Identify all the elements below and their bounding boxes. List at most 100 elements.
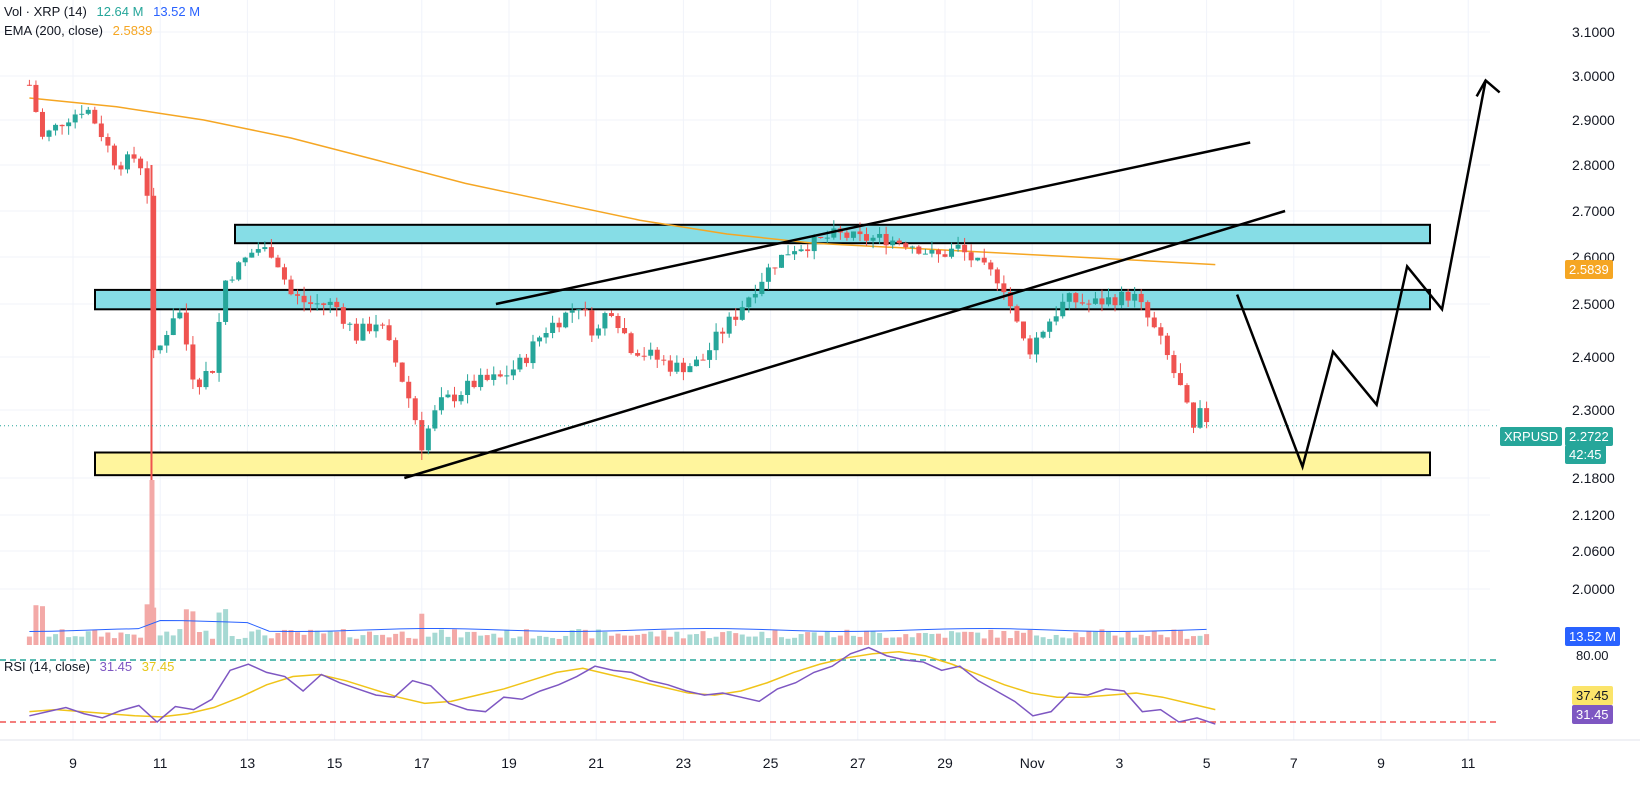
volume-bar <box>85 631 91 645</box>
volume-bar <box>608 635 614 645</box>
volume-bar <box>26 636 32 645</box>
candle-body <box>622 328 628 334</box>
volume-bar <box>569 630 575 645</box>
volume-bar <box>510 638 516 645</box>
volume-bar <box>72 636 78 645</box>
y-tick-label: 2.5000 <box>1572 296 1615 312</box>
candle-body <box>962 244 968 253</box>
x-tick-label: 27 <box>850 755 866 771</box>
candle-body <box>229 279 235 281</box>
candle-body <box>438 397 444 411</box>
candle-body <box>550 322 556 334</box>
volume-bar <box>1066 638 1072 645</box>
volume-bar <box>746 636 752 645</box>
volume-bar <box>321 633 327 645</box>
volume-ma-line <box>29 619 1207 632</box>
volume-bar <box>615 633 621 645</box>
volume-bar <box>667 636 673 645</box>
volume-bar <box>92 629 98 645</box>
candle-body <box>366 323 372 332</box>
rsi-ma-line <box>29 650 1216 718</box>
x-tick-label: 5 <box>1203 755 1211 771</box>
volume-bar <box>687 634 693 645</box>
candle-body <box>92 109 98 124</box>
volume-bar <box>66 637 72 645</box>
ema-200-line <box>29 97 1216 266</box>
volume-bar <box>131 634 137 645</box>
volume-bar <box>157 635 163 645</box>
volume-bar <box>308 629 314 645</box>
volume-bar <box>1204 634 1210 645</box>
volume-bar <box>223 609 229 645</box>
volume-bar <box>380 634 386 645</box>
volume-bar <box>935 633 941 645</box>
volume-bar <box>759 631 765 645</box>
candle-body <box>654 349 660 360</box>
candle-body <box>432 410 438 429</box>
volume-bar <box>530 638 536 645</box>
candle-body <box>981 257 987 263</box>
volume-bar <box>1099 629 1105 645</box>
volume-bar <box>1119 637 1125 645</box>
candle-body <box>890 240 896 246</box>
candle-body <box>543 333 549 338</box>
volume-bar <box>340 629 346 645</box>
candle-body <box>792 251 798 255</box>
volume-bar <box>465 631 471 645</box>
volume-bar <box>216 612 222 645</box>
volume-bar <box>288 630 294 645</box>
candle-body <box>445 394 451 398</box>
volume-bar <box>275 632 281 645</box>
candle-body <box>648 349 654 356</box>
candle-body <box>857 231 863 235</box>
candle-body <box>452 394 457 402</box>
volume-bar <box>883 637 889 645</box>
trendline <box>403 209 1286 480</box>
candle-body <box>1112 297 1118 306</box>
candle-body <box>785 254 791 256</box>
y-tick-label: 2.1800 <box>1572 470 1615 486</box>
candle-body <box>765 267 771 282</box>
candle-body <box>281 267 287 280</box>
volume-bar <box>1145 636 1151 645</box>
candle-body <box>1151 317 1157 328</box>
candle-body <box>1092 298 1098 304</box>
volume-bar <box>752 636 758 645</box>
volume-bar <box>1073 632 1079 645</box>
candle-body <box>850 231 856 238</box>
volume-bar <box>733 633 739 645</box>
volume-bar <box>779 637 784 645</box>
candle-body <box>223 280 229 322</box>
volume-bar <box>870 631 876 645</box>
volume-bar <box>229 636 235 645</box>
volume-bar <box>628 635 634 645</box>
volume-bar <box>255 629 261 645</box>
symbol-price-tag: XRPUSD <box>1500 427 1563 446</box>
candle-body <box>111 145 117 166</box>
volume-legend-value-2: 13.52 M <box>153 4 201 19</box>
volume-bar <box>1171 629 1177 645</box>
candle-body <box>517 357 523 370</box>
candle-body <box>288 279 294 295</box>
candle-body <box>419 420 425 451</box>
volume-bar <box>988 629 994 645</box>
volume-bar <box>1060 637 1066 645</box>
candle-body <box>608 313 614 316</box>
volume-bar <box>818 635 824 645</box>
volume-bar <box>353 638 359 645</box>
volume-bar <box>595 629 601 645</box>
volume-bar <box>837 635 843 645</box>
candle-body <box>380 324 386 326</box>
candle-body <box>510 369 516 376</box>
volume-bar <box>386 637 392 645</box>
volume-bar <box>262 635 268 645</box>
volume-tag: 13.52 M <box>1565 627 1620 646</box>
candle-body <box>975 257 981 261</box>
volume-bar <box>877 633 883 645</box>
candle-body <box>497 374 503 377</box>
volume-bar <box>563 635 569 645</box>
volume-bar <box>994 637 1000 645</box>
volume-bar <box>412 638 418 645</box>
candle-body <box>537 337 543 342</box>
